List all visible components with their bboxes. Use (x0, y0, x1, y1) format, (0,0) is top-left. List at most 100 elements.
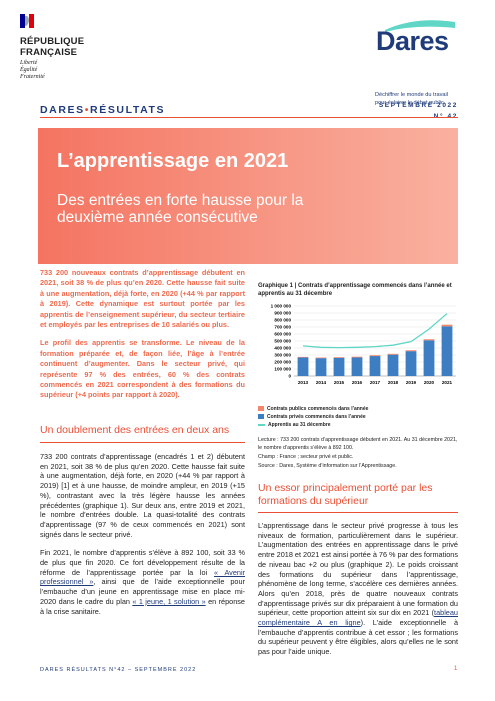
bar (405, 351, 417, 376)
page-number: 1 (454, 666, 458, 672)
bar (297, 356, 309, 358)
x-tick-label: 2016 (352, 380, 363, 385)
paragraph: 733 200 contrats d’apprentissage (encadr… (40, 452, 245, 539)
issue: SEPTEMBRE 2022 N° 42 (379, 100, 458, 122)
section-body: 733 200 contrats d’apprentissage (encadr… (40, 452, 245, 625)
collection-part: DARES (40, 104, 85, 116)
y-tick-label: 0 (288, 374, 291, 379)
legend: Contrats publics commencés dans l’année C… (258, 405, 368, 429)
tagline-line: pour éclairer le débat public. (375, 100, 446, 106)
motto-line: Fraternité (20, 74, 45, 80)
republic-line: FRANÇAISE (20, 47, 78, 58)
collection-dot: • (84, 104, 91, 116)
x-tick-label: 2014 (316, 380, 327, 385)
section-heading: Un doublement des entrées en deux ans (40, 424, 245, 443)
link[interactable]: tableau complémentaire A en ligne (258, 608, 458, 628)
logo-accent (385, 20, 455, 32)
y-tick-label: 400 000 (274, 346, 291, 351)
bar (351, 357, 363, 376)
note: Source : Dares, Système d’information su… (258, 463, 397, 469)
legend-swatch (258, 414, 264, 420)
collection-part: RÉSULTATS (90, 104, 166, 116)
y-tick-label: 900 000 (274, 311, 291, 316)
intro: 733 200 nouveaux contrats d’apprentissag… (40, 268, 245, 409)
subtitle: Des entrées en forte hausse pour la deux… (57, 192, 304, 226)
bar (423, 339, 435, 341)
x-tick-label: 2019 (406, 380, 417, 385)
section-body: L’apprentissage dans le secteur privé pr… (258, 521, 458, 666)
tagline: Déchiffrer le monde du travail pour éclai… (375, 91, 448, 107)
title: L’apprentissage en 2021 (57, 150, 289, 172)
note: Champ : France ; secteur privé et public… (258, 454, 354, 460)
paragraph: Fin 2021, le nombre d’apprentis s’élève … (40, 548, 245, 616)
footer: DARES RÉSULTATS N°42 – SEPTEMBRE 2022 (40, 667, 197, 673)
bar (351, 356, 363, 358)
bar (333, 357, 345, 376)
motto: Liberté Égalité Fraternité (20, 60, 45, 81)
legend-label: Contrats privés commencés dans l’année (267, 414, 366, 420)
bar (369, 355, 381, 357)
legend-item: Apprentis au 31 décembre (258, 421, 368, 429)
note: Lecture : 733 200 contrats d’apprentissa… (258, 437, 458, 451)
legend-label: Apprentis au 31 décembre (268, 422, 331, 428)
x-tick-label: 2018 (388, 380, 399, 385)
issue-number: N° 42 (379, 111, 458, 122)
text: Fin 2021, le nombre d’apprentis s’élève … (40, 548, 245, 577)
republic-line: RÉPUBLIQUE (20, 36, 85, 47)
y-tick-label: 600 000 (274, 332, 291, 337)
text: ). L’aide exceptionnelle à l’embauche d’… (258, 618, 459, 657)
legend-item: Contrats privés commencés dans l’année (258, 413, 368, 421)
bar (315, 358, 327, 376)
section-heading: Un essor principalement porté par les fo… (258, 482, 458, 513)
text: , ainsi que de l’aide exceptionnelle pou… (40, 577, 245, 606)
chart-notes: Lecture : 733 200 contrats d’apprentissa… (258, 436, 458, 471)
collection: DARES•RÉSULTATS (40, 104, 165, 116)
bar (333, 357, 345, 358)
banner: L’apprentissage en 2021 Des entrées en f… (38, 128, 458, 264)
bar (405, 350, 417, 352)
text: 733 200 contrats d’apprentissage (encadr… (40, 452, 245, 539)
y-tick-label: 300 000 (274, 353, 291, 358)
paragraph: L’apprentissage dans le secteur privé pr… (258, 521, 458, 657)
y-tick-label: 800 000 (274, 318, 291, 323)
x-tick-label: 2013 (298, 380, 309, 385)
x-tick-label: 2020 (424, 380, 435, 385)
bar (441, 326, 453, 376)
link[interactable]: « 1 jeune, 1 solution » (132, 596, 206, 606)
x-tick-label: 2021 (442, 380, 453, 385)
issue-date: SEPTEMBRE 2022 (378, 102, 458, 109)
bar (297, 357, 309, 376)
chart: 0 100 000 200 000 300 000 400 000 500 000 600 … (271, 304, 456, 385)
header-rule (40, 117, 458, 118)
text: en réponse à la crise sanitaire. (40, 596, 245, 616)
bar (387, 353, 399, 355)
intro-paragraph: Le profil des apprentis se transforme. L… (40, 338, 245, 400)
motto-line: Liberté (20, 60, 38, 66)
y-tick-label: 500 000 (274, 339, 291, 344)
legend-item: Contrats publics commencés dans l’année (258, 405, 368, 413)
chart-title: Graphique 1 | Contrats d’apprentissage c… (258, 283, 452, 297)
legend-label: Contrats publics commencés dans l’année (267, 406, 369, 412)
bar (315, 357, 327, 359)
y-tick-label: 1 000 000 (271, 304, 292, 309)
link[interactable]: « Avenir professionnel » (40, 567, 246, 587)
motto-line: Égalité (20, 67, 38, 73)
intro-paragraph: 733 200 nouveaux contrats d’apprentissag… (40, 268, 245, 330)
bar (423, 340, 435, 376)
legend-swatch (258, 406, 264, 412)
line (302, 313, 448, 349)
bar (369, 356, 381, 376)
x-tick-label: 2015 (334, 380, 345, 385)
marianne-logo (20, 14, 34, 28)
republic: RÉPUBLIQUE FRANÇAISE (20, 36, 84, 58)
text: L’apprentissage dans le secteur privé pr… (258, 521, 458, 618)
legend-swatch (258, 423, 265, 426)
tagline-line: Déchiffrer le monde du travail (375, 92, 448, 98)
y-tick-label: 700 000 (274, 325, 291, 330)
bar (387, 354, 399, 376)
x-tick-label: 2017 (370, 380, 381, 385)
y-tick-label: 200 000 (274, 360, 291, 365)
bar (441, 324, 453, 327)
y-tick-label: 100 000 (274, 367, 291, 372)
